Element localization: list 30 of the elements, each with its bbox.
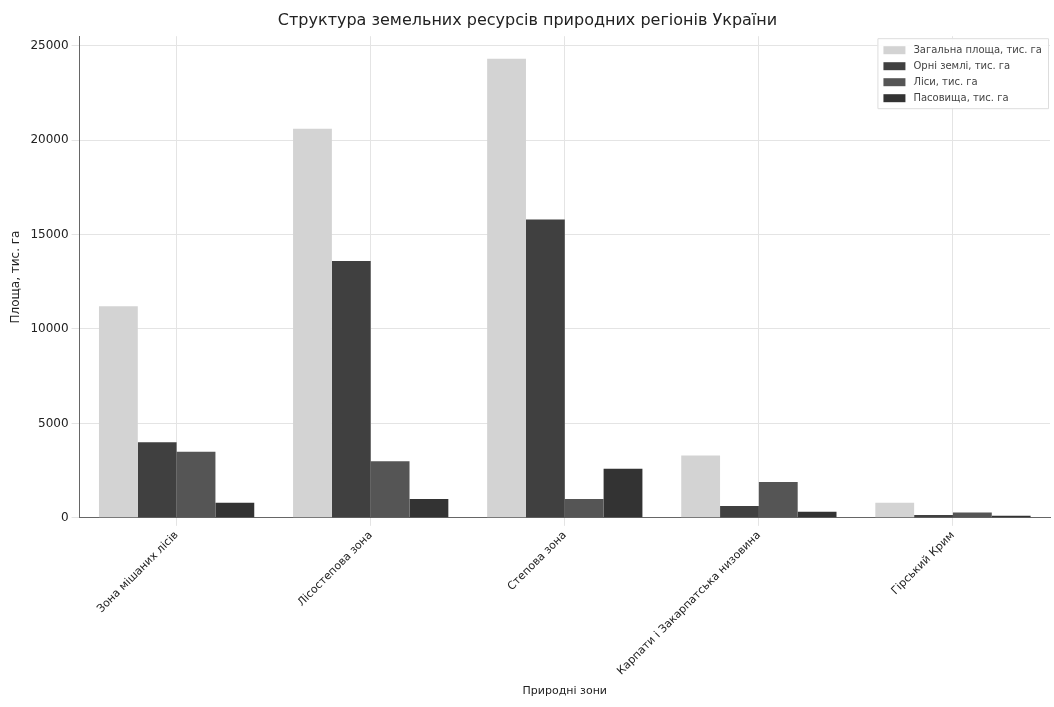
bar xyxy=(797,511,837,518)
y-tick-label: 10000 xyxy=(30,321,69,336)
y-tick-label: 15000 xyxy=(30,226,69,241)
chart-title: Структура земельних ресурсів природних регіонів України xyxy=(277,9,778,29)
legend-label: Ліси, тис. га xyxy=(913,75,978,87)
legend-label: Пасовища, тис. га xyxy=(913,91,1009,103)
legend-label: Загальна площа, тис. га xyxy=(913,43,1043,55)
y-tick-label: 5000 xyxy=(38,415,69,430)
bar xyxy=(681,455,721,518)
y-tick-label: 0 xyxy=(60,509,69,524)
bar xyxy=(564,498,604,518)
bar xyxy=(215,502,255,518)
bar xyxy=(875,502,915,518)
bar xyxy=(525,219,565,518)
bar xyxy=(331,260,371,518)
bar xyxy=(409,498,449,518)
y-tick-label: 20000 xyxy=(30,132,69,147)
bar xyxy=(137,442,177,518)
bar xyxy=(758,481,798,518)
bar xyxy=(370,461,410,518)
bar xyxy=(720,505,759,518)
bar xyxy=(487,58,526,518)
x-axis-title: Природні зони xyxy=(522,684,607,698)
bar xyxy=(293,128,332,518)
bar xyxy=(98,306,138,518)
bar xyxy=(176,451,216,518)
y-axis-title: Площа, тис. га xyxy=(8,230,23,324)
legend-label: Орні землі, тис. га xyxy=(913,59,1011,71)
bar xyxy=(603,468,643,518)
y-tick-label: 25000 xyxy=(30,37,69,52)
